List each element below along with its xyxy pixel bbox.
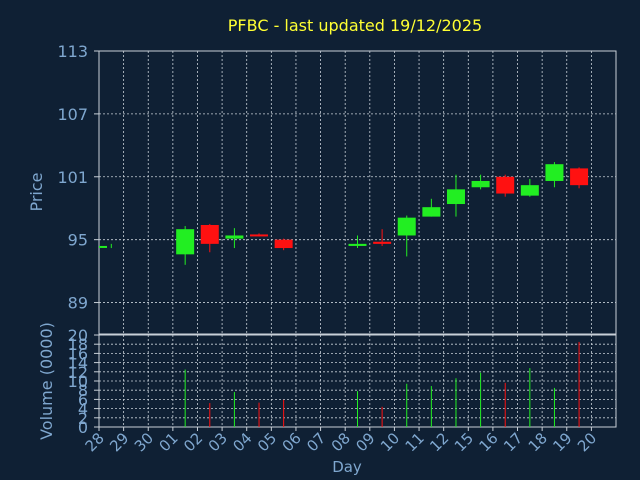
candle-body (471, 180, 490, 188)
candle-body (422, 207, 441, 217)
candle-body (176, 229, 195, 255)
x-tick-label: 18 (525, 429, 551, 455)
volume-tick-label: 10 (68, 372, 88, 391)
candle-body (348, 243, 367, 246)
chart-title: PFBC - last updated 19/12/2025 (228, 16, 482, 35)
candle-body (274, 239, 293, 249)
price-panel: 89 95 101 107 113 (57, 42, 617, 335)
volume-tick-label: 14 (68, 354, 88, 373)
candle-body (496, 176, 515, 194)
x-tick-label: 19 (549, 429, 575, 455)
price-tick-label: 101 (57, 168, 88, 187)
price-plot-frame (98, 50, 617, 335)
candle-body (99, 245, 107, 248)
candle-body (446, 189, 465, 205)
candle-body (225, 235, 244, 239)
x-tick-label: 16 (476, 429, 502, 455)
price-tick-label: 95 (68, 231, 88, 250)
x-axis-label: Day (332, 458, 362, 476)
x-tick-label: 03 (205, 429, 231, 455)
volume-tick-label: 20 (68, 326, 88, 345)
x-tick-label: 15 (451, 429, 477, 455)
volume-tick-label: 0 (78, 418, 88, 437)
x-tick-label: 12 (426, 429, 452, 455)
price-axis-label: Price (27, 172, 46, 211)
volume-panel: 0246810121416182028293001020304050607080… (68, 326, 617, 455)
candle-body (570, 168, 589, 186)
price-tick-label: 113 (57, 42, 88, 61)
volume-axis-label: Volume (0000) (37, 322, 56, 440)
x-tick-label: 09 (352, 429, 378, 455)
volume-tick-label: 18 (68, 335, 88, 354)
candle-body (545, 164, 564, 181)
x-tick-label: 05 (254, 429, 280, 455)
x-tick-label: 01 (155, 429, 181, 455)
x-tick-label: 08 (328, 429, 354, 455)
candle-body (200, 224, 219, 244)
volume-tick-label: 2 (78, 409, 88, 428)
volume-tick-label: 8 (78, 381, 88, 400)
x-tick-label: 02 (180, 429, 206, 455)
price-tick-label: 107 (57, 105, 88, 124)
candle-body (397, 217, 416, 236)
x-tick-label: 06 (279, 429, 305, 455)
x-tick-label: 04 (229, 429, 255, 455)
candle-body (520, 185, 539, 196)
x-tick-label: 17 (500, 429, 526, 455)
price-tick-label: 89 (68, 294, 88, 313)
volume-tick-label: 16 (68, 344, 88, 363)
x-tick-label: 29 (106, 429, 132, 455)
candle-body (250, 234, 269, 237)
x-tick-label: 10 (377, 429, 403, 455)
x-tick-label: 30 (131, 429, 157, 455)
volume-tick-label: 12 (68, 363, 88, 382)
x-tick-label: 20 (574, 429, 600, 455)
volume-tick-label: 6 (78, 390, 88, 409)
x-tick-label: 07 (303, 429, 329, 455)
x-tick-label: 11 (402, 429, 428, 455)
volume-tick-label: 4 (78, 400, 88, 419)
candle-body (373, 241, 392, 244)
